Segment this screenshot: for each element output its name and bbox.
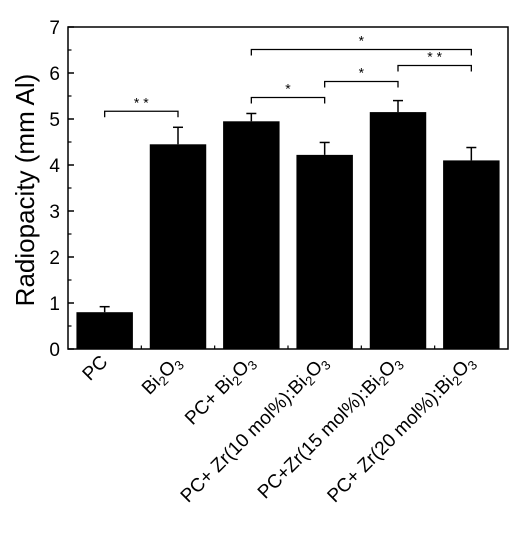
- x-category-label: Bi2O3: [138, 352, 187, 401]
- y-axis-title: Radiopacity (mm Al): [10, 74, 40, 307]
- y-tick-label: 6: [49, 64, 60, 85]
- significance-bracket: [397, 64, 472, 72]
- y-tick-label: 7: [49, 18, 60, 39]
- y-tick-label: 4: [49, 156, 60, 177]
- bar: [369, 112, 427, 349]
- y-tick-label: 5: [49, 110, 60, 131]
- x-category-label: PC+ Zr(20 mol%):Bi2O3: [324, 352, 481, 509]
- significance-bracket: [250, 48, 472, 56]
- bar: [443, 160, 500, 349]
- x-category-label: PC: [79, 352, 113, 386]
- y-tick-label: 3: [49, 202, 60, 223]
- bar: [223, 121, 280, 349]
- significance-bracket: [104, 110, 179, 118]
- y-tick-label: 0: [49, 340, 60, 361]
- bar: [76, 312, 133, 349]
- x-category-label: PC+ Zr(10 mol%):Bi2O3: [177, 352, 334, 509]
- significance-label: * *: [427, 48, 442, 64]
- significance-bracket: [324, 80, 399, 88]
- x-category-label: PC+Zr(15 mol%):Bi2O3: [254, 352, 407, 505]
- significance-label: *: [285, 80, 291, 96]
- x-category-label: PC+ Bi2O3: [181, 352, 260, 431]
- significance-label: *: [359, 32, 365, 48]
- y-tick-label: 2: [49, 248, 60, 269]
- significance-label: *: [359, 64, 365, 80]
- y-tick-label: 1: [49, 294, 60, 315]
- bar: [149, 144, 207, 349]
- bar: [296, 154, 353, 349]
- significance-bracket: [250, 96, 326, 104]
- plot-frame: [67, 26, 509, 350]
- significance-label: * *: [134, 94, 149, 110]
